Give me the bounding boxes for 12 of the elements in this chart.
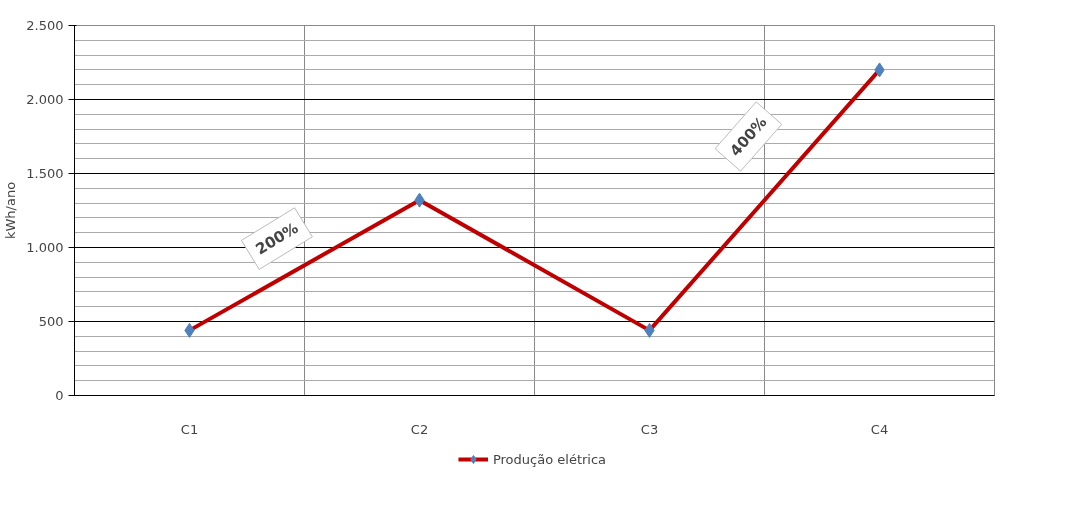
- y-tick-label: 2.000: [26, 92, 64, 107]
- legend-label: Produção elétrica: [492, 451, 607, 467]
- x-tick-label: C4: [870, 421, 889, 437]
- y-axis-title: kWh/ano: [3, 181, 19, 240]
- y-tick-label: 2.500: [26, 18, 64, 33]
- y-tick-label: 1.500: [26, 166, 64, 181]
- x-tick-label: C1: [180, 421, 199, 437]
- y-tick-label: 1.000: [26, 240, 64, 255]
- x-tick-label: C3: [640, 421, 659, 437]
- x-tick-label: C2: [410, 421, 429, 437]
- y-tick-label: 0: [55, 388, 64, 403]
- y-tick-label: 500: [38, 314, 64, 329]
